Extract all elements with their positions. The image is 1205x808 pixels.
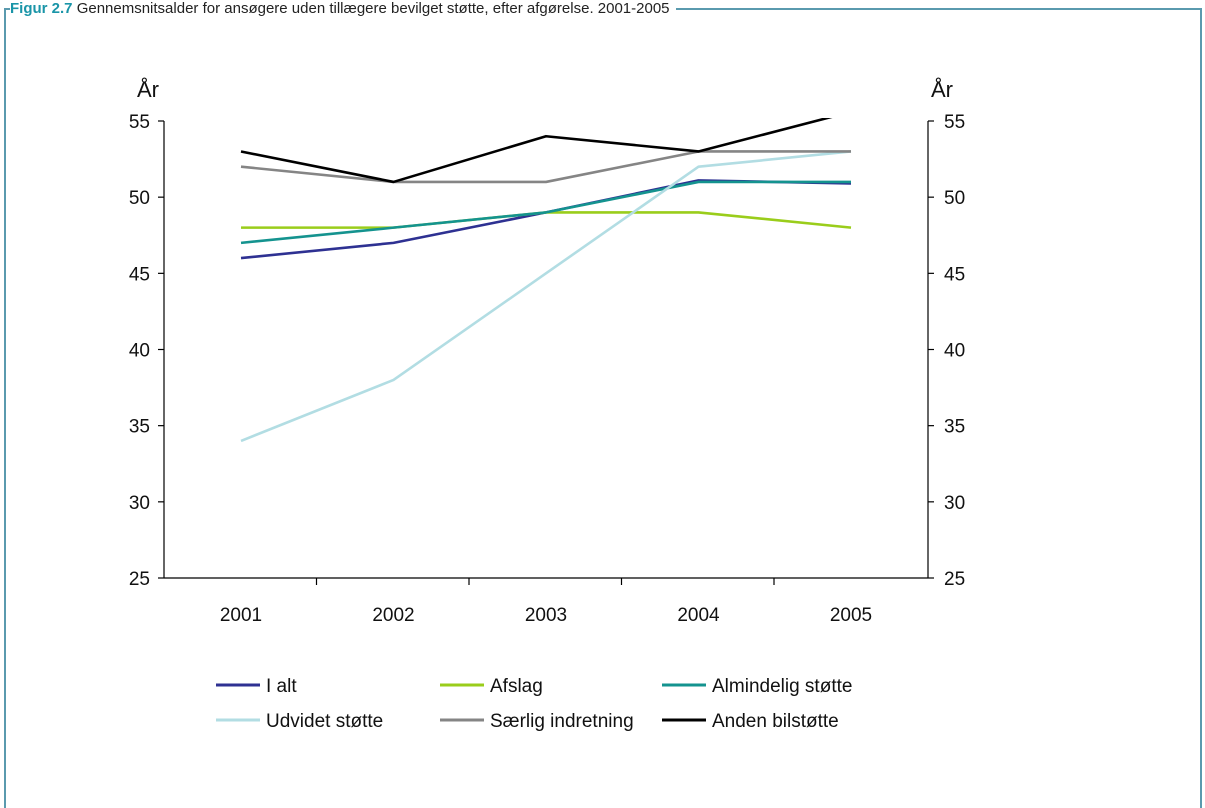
figure-label: Figur 2.7: [10, 0, 73, 17]
y-axis-label-left: År: [137, 77, 159, 102]
figure-caption-text: Gennemsnitsalder for ansøgere uden tillæ…: [76, 0, 670, 17]
series-line: [240, 150, 852, 443]
y-tick-label-left: 50: [129, 188, 150, 209]
y-tick-label-left: 30: [129, 493, 150, 514]
y-tick-label-right: 55: [944, 112, 965, 133]
y-tick-label-right: 50: [944, 188, 965, 209]
chart-series: [240, 118, 852, 443]
y-tick-label-right: 25: [944, 569, 965, 590]
series-line: [240, 150, 851, 184]
legend-label: Udvidet støtte: [266, 711, 383, 732]
legend-label: Anden bilstøtte: [712, 711, 839, 732]
figure-frame: Figur 2.7 Gennemsnitsalder for ansøgere …: [4, 1, 1202, 808]
y-tick-label-right: 45: [944, 264, 965, 285]
legend-label: Almindelig støtte: [712, 676, 852, 697]
chart-legend: I alt Afslag Almindelig støtte Udvidet støt…: [216, 676, 852, 732]
y-tick-label-left: 40: [129, 341, 150, 362]
y-tick-label-right: 30: [944, 493, 965, 514]
y-tick-label-right: 40: [944, 341, 965, 362]
x-tick-label: 2002: [372, 605, 414, 626]
y-tick-label-left: 55: [129, 112, 150, 133]
x-tick-label: 2001: [220, 605, 262, 626]
legend-label: Særlig indretning: [490, 711, 634, 732]
series-line: [241, 211, 852, 229]
y-tick-label-left: 35: [129, 417, 150, 438]
figure-caption: Figur 2.7 Gennemsnitsalder for ansøgere …: [10, 1, 676, 17]
series-line: [240, 118, 833, 184]
chart-axes: 25 25 30 30 35 35 40 40 45 45 50 50 55 55 År År 2001 2002…: [129, 77, 965, 626]
y-tick-label-left: 25: [129, 569, 150, 590]
series-line: [240, 180, 851, 245]
legend-label: I alt: [266, 676, 297, 697]
y-axis-label-right: År: [931, 77, 953, 102]
y-tick-label-left: 45: [129, 264, 150, 285]
x-tick-label: 2003: [525, 605, 567, 626]
x-tick-label: 2005: [830, 605, 872, 626]
legend-label: Afslag: [490, 676, 543, 697]
x-tick-label: 2004: [677, 605, 720, 626]
y-tick-label-right: 35: [944, 417, 965, 438]
